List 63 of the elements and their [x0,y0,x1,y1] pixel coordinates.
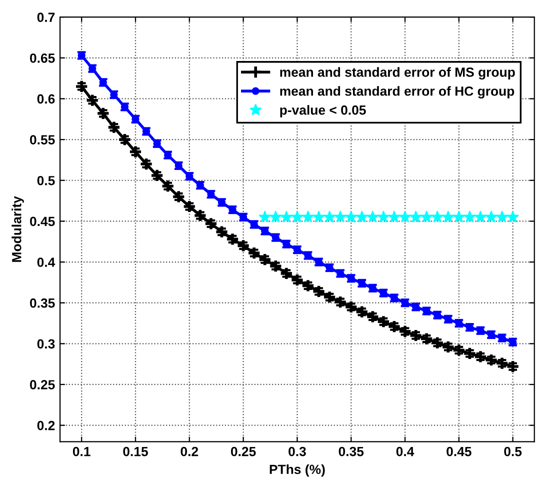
x-axis-title: PThs (%) [270,464,325,477]
x-tick-label: 0.2 [180,446,198,456]
point [74,80,89,94]
y-tick-label: 0.65 [30,53,55,63]
point [356,210,368,222]
legend-label: mean and standard error of MS group [280,67,515,80]
point [399,210,411,222]
point [106,120,121,134]
y-tick-label: 0.25 [30,380,55,390]
x-tick-label: 0.3 [288,446,306,456]
point [182,200,196,214]
point [496,210,508,222]
point [506,210,519,222]
point [85,93,100,108]
point [118,132,132,146]
point [442,210,454,222]
x-tick-label: 0.35 [338,446,364,456]
point [280,210,292,222]
y-tick-label: 0.55 [30,135,55,144]
x-tick-label: 0.4 [396,446,414,456]
x-tick-label: 0.5 [504,446,522,456]
legend-label: mean and standard error of HC group [280,86,514,98]
y-tick-label: 0.6 [37,94,55,104]
point [193,208,208,222]
y-tick-label: 0.5 [37,176,55,186]
point [345,210,358,222]
point [312,210,325,222]
point [214,224,229,239]
point [172,190,186,204]
point [474,210,486,222]
y-tick-label: 0.45 [30,216,55,226]
x-tick-label: 0.25 [230,446,256,456]
y-tick-label: 0.2 [37,420,55,430]
point [452,210,465,222]
point [410,210,422,222]
point [139,157,154,171]
point [420,210,433,222]
point [302,210,314,222]
point [334,210,346,222]
x-tick-label: 0.1 [72,446,90,456]
point [270,210,282,222]
y-axis-title: Modularity [12,196,24,262]
point [366,210,379,222]
point [150,168,164,182]
y-tick-label: 0.7 [37,12,55,22]
point [464,210,476,222]
point [96,106,110,120]
x-tick-label: 0.15 [123,446,148,456]
point [160,179,175,194]
point [128,144,142,159]
point [377,210,390,222]
point [324,210,336,222]
point [388,210,400,222]
y-tick-label: 0.35 [30,298,55,308]
point [258,210,271,222]
y-tick-label: 0.4 [37,258,56,267]
point [291,210,304,222]
point [431,210,444,222]
point [204,216,218,231]
legend-label: p-value < 0.05 [280,105,366,118]
point [485,210,498,222]
y-tick-label: 0.3 [37,339,55,349]
x-tick-label: 0.45 [446,446,472,456]
